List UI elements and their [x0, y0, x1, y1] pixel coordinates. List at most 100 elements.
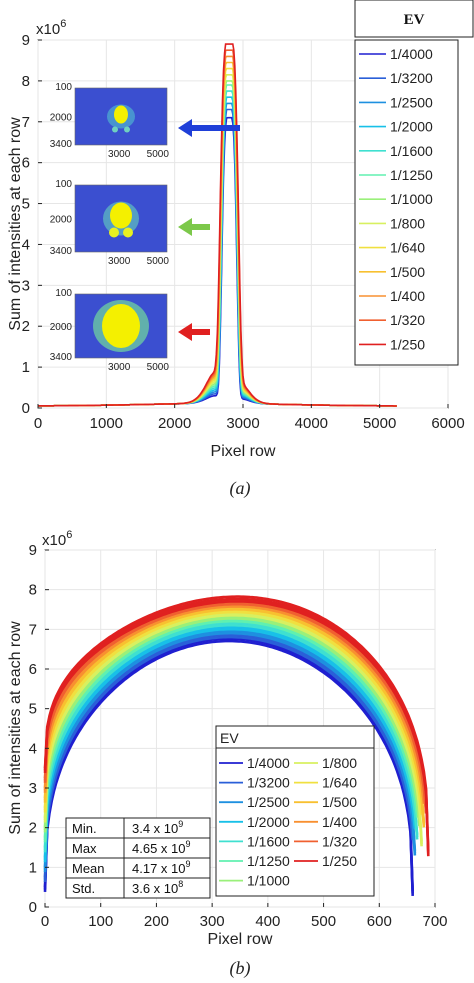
chart-a-inset-ytick: 2000	[50, 322, 73, 333]
chart-a-legend-label: 1/320	[390, 312, 425, 328]
chart-b-legend-label: 1/2500	[247, 794, 290, 810]
chart-b-legend-label: 1/400	[322, 814, 357, 830]
chart-b-xlabel: Pixel row	[208, 931, 273, 948]
chart-a-inset-spot	[110, 202, 132, 229]
chart-a-ytick-label: 9	[22, 32, 30, 49]
chart-a-inset-spot	[124, 126, 130, 133]
chart-a-ytick-label: 7	[22, 114, 30, 131]
chart-a-inset-xtick: 5000	[147, 149, 170, 160]
chart-a-legend-label: 1/800	[390, 215, 425, 231]
chart-b-ytick-label: 0	[29, 899, 37, 916]
chart-b-legend-box	[215, 725, 375, 897]
chart-a-inset-xtick: 3000	[108, 256, 131, 267]
chart-b-series-line	[43, 635, 414, 883]
chart-a-curves	[38, 43, 397, 407]
chart-b-legend-label: 1/1000	[247, 873, 290, 889]
chart-a-ytick-label: 1	[22, 359, 30, 376]
chart-a-ytick-label: 5	[22, 196, 30, 213]
chart-b-ytick-label: 6	[29, 661, 37, 678]
chart-a-inset: 100 2000 3400 3000 5000	[50, 288, 210, 373]
chart-a-xtick-label: 0	[34, 415, 42, 432]
chart-a-inset-spot	[112, 126, 118, 133]
chart-a-inset-spot	[109, 227, 119, 238]
chart-a-inset-ytick: 3400	[50, 139, 73, 150]
chart-b-series-line	[43, 629, 417, 870]
chart-b-curves	[43, 595, 430, 896]
chart-b-series-line	[43, 610, 423, 815]
chart-b-series-line	[43, 597, 430, 854]
chart-a-ytick-label: 2	[22, 318, 30, 335]
chart-a-inset-xtick: 3000	[108, 362, 131, 373]
chart-b-series-line	[43, 637, 414, 894]
chart-b-series-line	[43, 625, 417, 860]
chart-a-legend-label: 1/2000	[390, 119, 433, 135]
chart-b-series-line	[43, 595, 430, 852]
chart-b-series-line	[43, 619, 419, 843]
chart-a-inset-arrow-head	[178, 218, 192, 236]
chart-b-legend-label: 1/320	[322, 833, 357, 849]
chart-b-stats-value: 3.4 x 109	[132, 819, 183, 836]
chart-a-xtick-label: 6000	[431, 415, 464, 432]
chart-a-ytick-label: 4	[22, 236, 30, 253]
chart-a-inset-spot	[102, 304, 140, 348]
chart-b-series-line	[43, 617, 421, 833]
chart-b-xtick-label: 600	[367, 913, 392, 930]
chart-a-legend-label: 1/250	[390, 336, 425, 352]
chart-a-ytick-label: 0	[22, 400, 30, 417]
chart-b-legend-label: 1/4000	[247, 755, 290, 771]
chart-b-stats-label: Std.	[72, 881, 95, 896]
chart-a-inset-xtick: 3000	[108, 149, 131, 160]
chart-a-ytick-label: 8	[22, 73, 30, 90]
chart-b-series-line	[43, 605, 426, 805]
chart-a-xtick-label: 4000	[295, 415, 328, 432]
chart-b-stats-exponent: 8	[178, 879, 183, 889]
chart-b-series-line	[43, 608, 426, 828]
chart-a-inset-ytick: 100	[55, 179, 72, 190]
chart-b-ytick-label: 9	[29, 542, 37, 559]
chart-b-ytick-label: 1	[29, 859, 37, 876]
chart-a-legend-label: 1/500	[390, 264, 425, 280]
chart-b-caption: (b)	[230, 958, 251, 979]
chart-b-series-line	[43, 633, 414, 880]
chart-b-legend-title: EV	[220, 730, 239, 746]
chart-a-legend-label: 1/400	[390, 288, 425, 304]
chart-b-series-line	[43, 631, 417, 873]
chart-a-caption: (a)	[230, 478, 251, 499]
chart-b-stats-value: 4.17 x 109	[132, 859, 191, 876]
chart-b-ytick-label: 8	[29, 582, 37, 599]
chart-a-ytick-label: 6	[22, 155, 30, 172]
chart-b-legend-label: 1/500	[322, 794, 357, 810]
chart-a-inset-arrow-head	[178, 119, 192, 137]
chart-b-xtick-label: 500	[311, 913, 336, 930]
chart-b-ytick-label: 4	[29, 740, 37, 757]
chart-b-y-exponent: x106	[42, 529, 72, 549]
chart-a-inset-ytick: 2000	[50, 215, 73, 226]
chart-b-stats-label: Min.	[72, 821, 97, 836]
chart-b-stats-value: 4.65 x 109	[132, 839, 191, 856]
chart-a-inset-ytick: 100	[55, 82, 72, 93]
chart-b-legend-label: 1/1600	[247, 833, 290, 849]
chart-b-y-exponent-power: 6	[66, 529, 72, 541]
chart-a-inset-arrow-head	[178, 323, 192, 341]
chart-a-inset-ytick: 100	[55, 288, 72, 299]
chart-b-series-line	[43, 600, 430, 857]
chart-a-inset: 100 2000 3400 3000 5000	[50, 82, 240, 160]
chart-b-legend-label: 1/800	[322, 755, 357, 771]
chart-a-y-exponent-power: 6	[60, 18, 66, 30]
chart-a-legend-label: 1/4000	[390, 46, 433, 62]
chart-b-stats-table: Min. 3.4 x 109 Max 4.65 x 109 Mean 4.17 x 109…	[65, 817, 211, 899]
chart-b-ytick-label: 2	[29, 820, 37, 837]
chart-b-series-line	[43, 627, 417, 863]
chart-a-ticks: 0 1000 2000 3000 4000 5000 6000 0 1 2 3 4 5 6 7 8 9	[22, 32, 465, 432]
chart-b-legend: EV 1/4000 1/3200 1/2500 1/2000 1/1600 1/1250 1/…	[215, 725, 375, 897]
chart-b-legend-label: 1/2000	[247, 814, 290, 830]
chart-b-stats-exponent: 9	[186, 839, 191, 849]
chart-a-inset: 100 2000 3400 3000 5000	[50, 179, 210, 267]
chart-b-series-line	[43, 621, 419, 850]
chart-a-xtick-label: 2000	[158, 415, 191, 432]
chart-a-xtick-label: 1000	[90, 415, 123, 432]
